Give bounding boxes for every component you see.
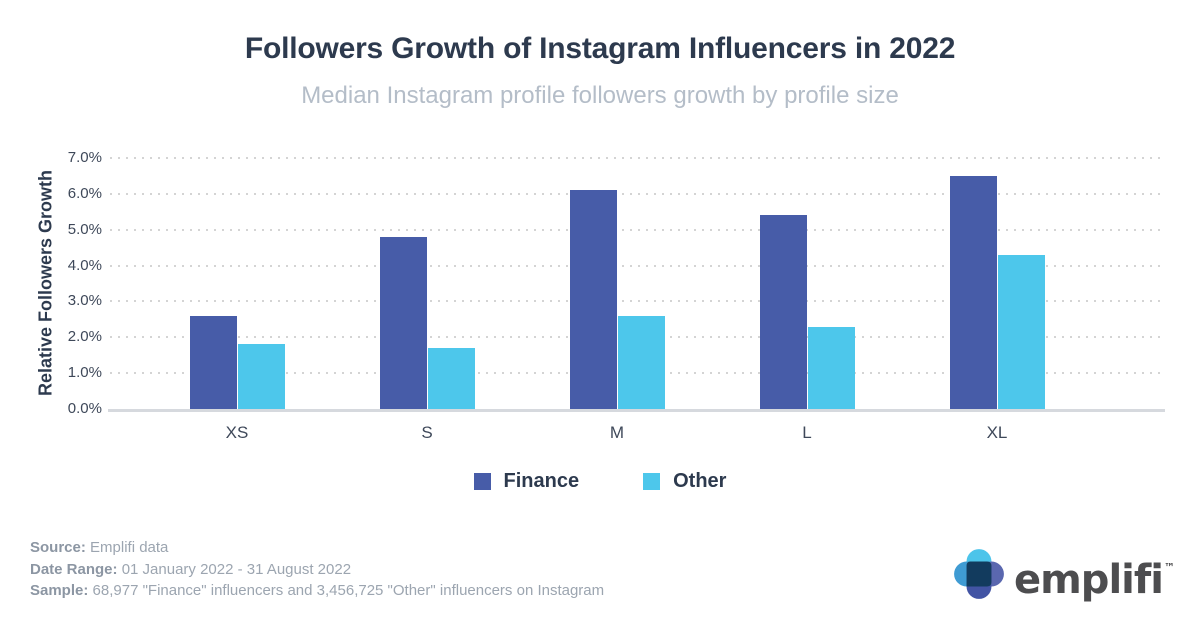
- x-tick-label-xs: XS: [225, 423, 249, 442]
- y-tick-label: 3.0%: [67, 292, 102, 310]
- legend-label-finance: Finance: [503, 470, 580, 492]
- y-tick-label: 4.0%: [67, 256, 102, 274]
- y-tick-label: 0.0%: [67, 400, 102, 417]
- x-tick-label-m: M: [609, 423, 625, 442]
- legend-item-finance: Finance: [473, 470, 580, 493]
- x-tick-label-xl: XL: [986, 423, 1008, 442]
- legend-swatch-other: [643, 473, 661, 490]
- bar-other-l: [808, 326, 855, 409]
- logo-center-square: [966, 561, 992, 587]
- y-axis-ticks: 0.0% 1.0% 2.0% 3.0% 4.0% 5.0% 6.0% 7.0%: [40, 150, 102, 417]
- bar-other-xl: [998, 254, 1045, 409]
- date-range-value: 01 January 2022 - 31 August 2022: [121, 560, 352, 578]
- source-value: Emplifi data: [90, 539, 169, 556]
- date-range-line: Date Range: 01 January 2022 - 31 August …: [30, 559, 604, 581]
- y-tick-label: 5.0%: [67, 220, 102, 238]
- chart-legend: Finance Other: [0, 470, 1200, 493]
- emplifi-logo: emplifi™: [953, 542, 1175, 606]
- gridline: [110, 228, 1165, 231]
- gridline: [110, 300, 1165, 303]
- emplifi-wordmark: emplifi™: [1014, 557, 1175, 603]
- source-label: Source:: [30, 539, 86, 556]
- gridline: [110, 157, 1165, 159]
- page-subtitle: Median Instagram profile followers growt…: [301, 82, 899, 109]
- footer-notes: Source: Emplifi data Date Range: 01 Janu…: [30, 537, 604, 602]
- y-tick-label: 2.0%: [67, 328, 102, 346]
- bar-other-s: [428, 348, 475, 409]
- date-range-label: Date Range:: [30, 560, 118, 578]
- bar-finance-xs: [190, 315, 237, 409]
- sample-label: Sample:: [30, 582, 89, 599]
- source-line: Source: Emplifi data: [30, 537, 604, 559]
- y-tick-label: 1.0%: [67, 364, 102, 382]
- x-axis-labels: XS S M L XL: [110, 423, 1165, 445]
- bar-finance-xl: [950, 175, 997, 409]
- bar-finance-s: [380, 236, 427, 409]
- bar-finance-m: [570, 190, 617, 409]
- page-title: Followers Growth of Instagram Influencer…: [244, 32, 956, 65]
- y-tick-label: 7.0%: [67, 149, 102, 166]
- legend-swatch-finance: [473, 473, 491, 490]
- bar-other-xs: [238, 344, 285, 409]
- gridline: [110, 192, 1165, 195]
- bar-finance-l: [760, 215, 807, 409]
- x-tick-label-s: S: [421, 423, 433, 442]
- gridline: [110, 264, 1165, 267]
- emplifi-logo-icon: [954, 549, 1004, 599]
- sample-line: Sample: 68,977 "Finance" influencers and…: [30, 580, 604, 602]
- x-axis-line: [108, 409, 1165, 412]
- bar-other-m: [618, 315, 665, 409]
- plot-area: [108, 157, 1165, 412]
- x-tick-label-l: L: [802, 423, 812, 442]
- sample-value: 68,977 "Finance" influencers and 3,456,7…: [92, 582, 605, 599]
- legend-label-other: Other: [673, 470, 727, 492]
- trademark-symbol: ™: [1163, 561, 1175, 574]
- y-tick-label: 6.0%: [67, 184, 102, 202]
- legend-item-other: Other: [643, 470, 726, 493]
